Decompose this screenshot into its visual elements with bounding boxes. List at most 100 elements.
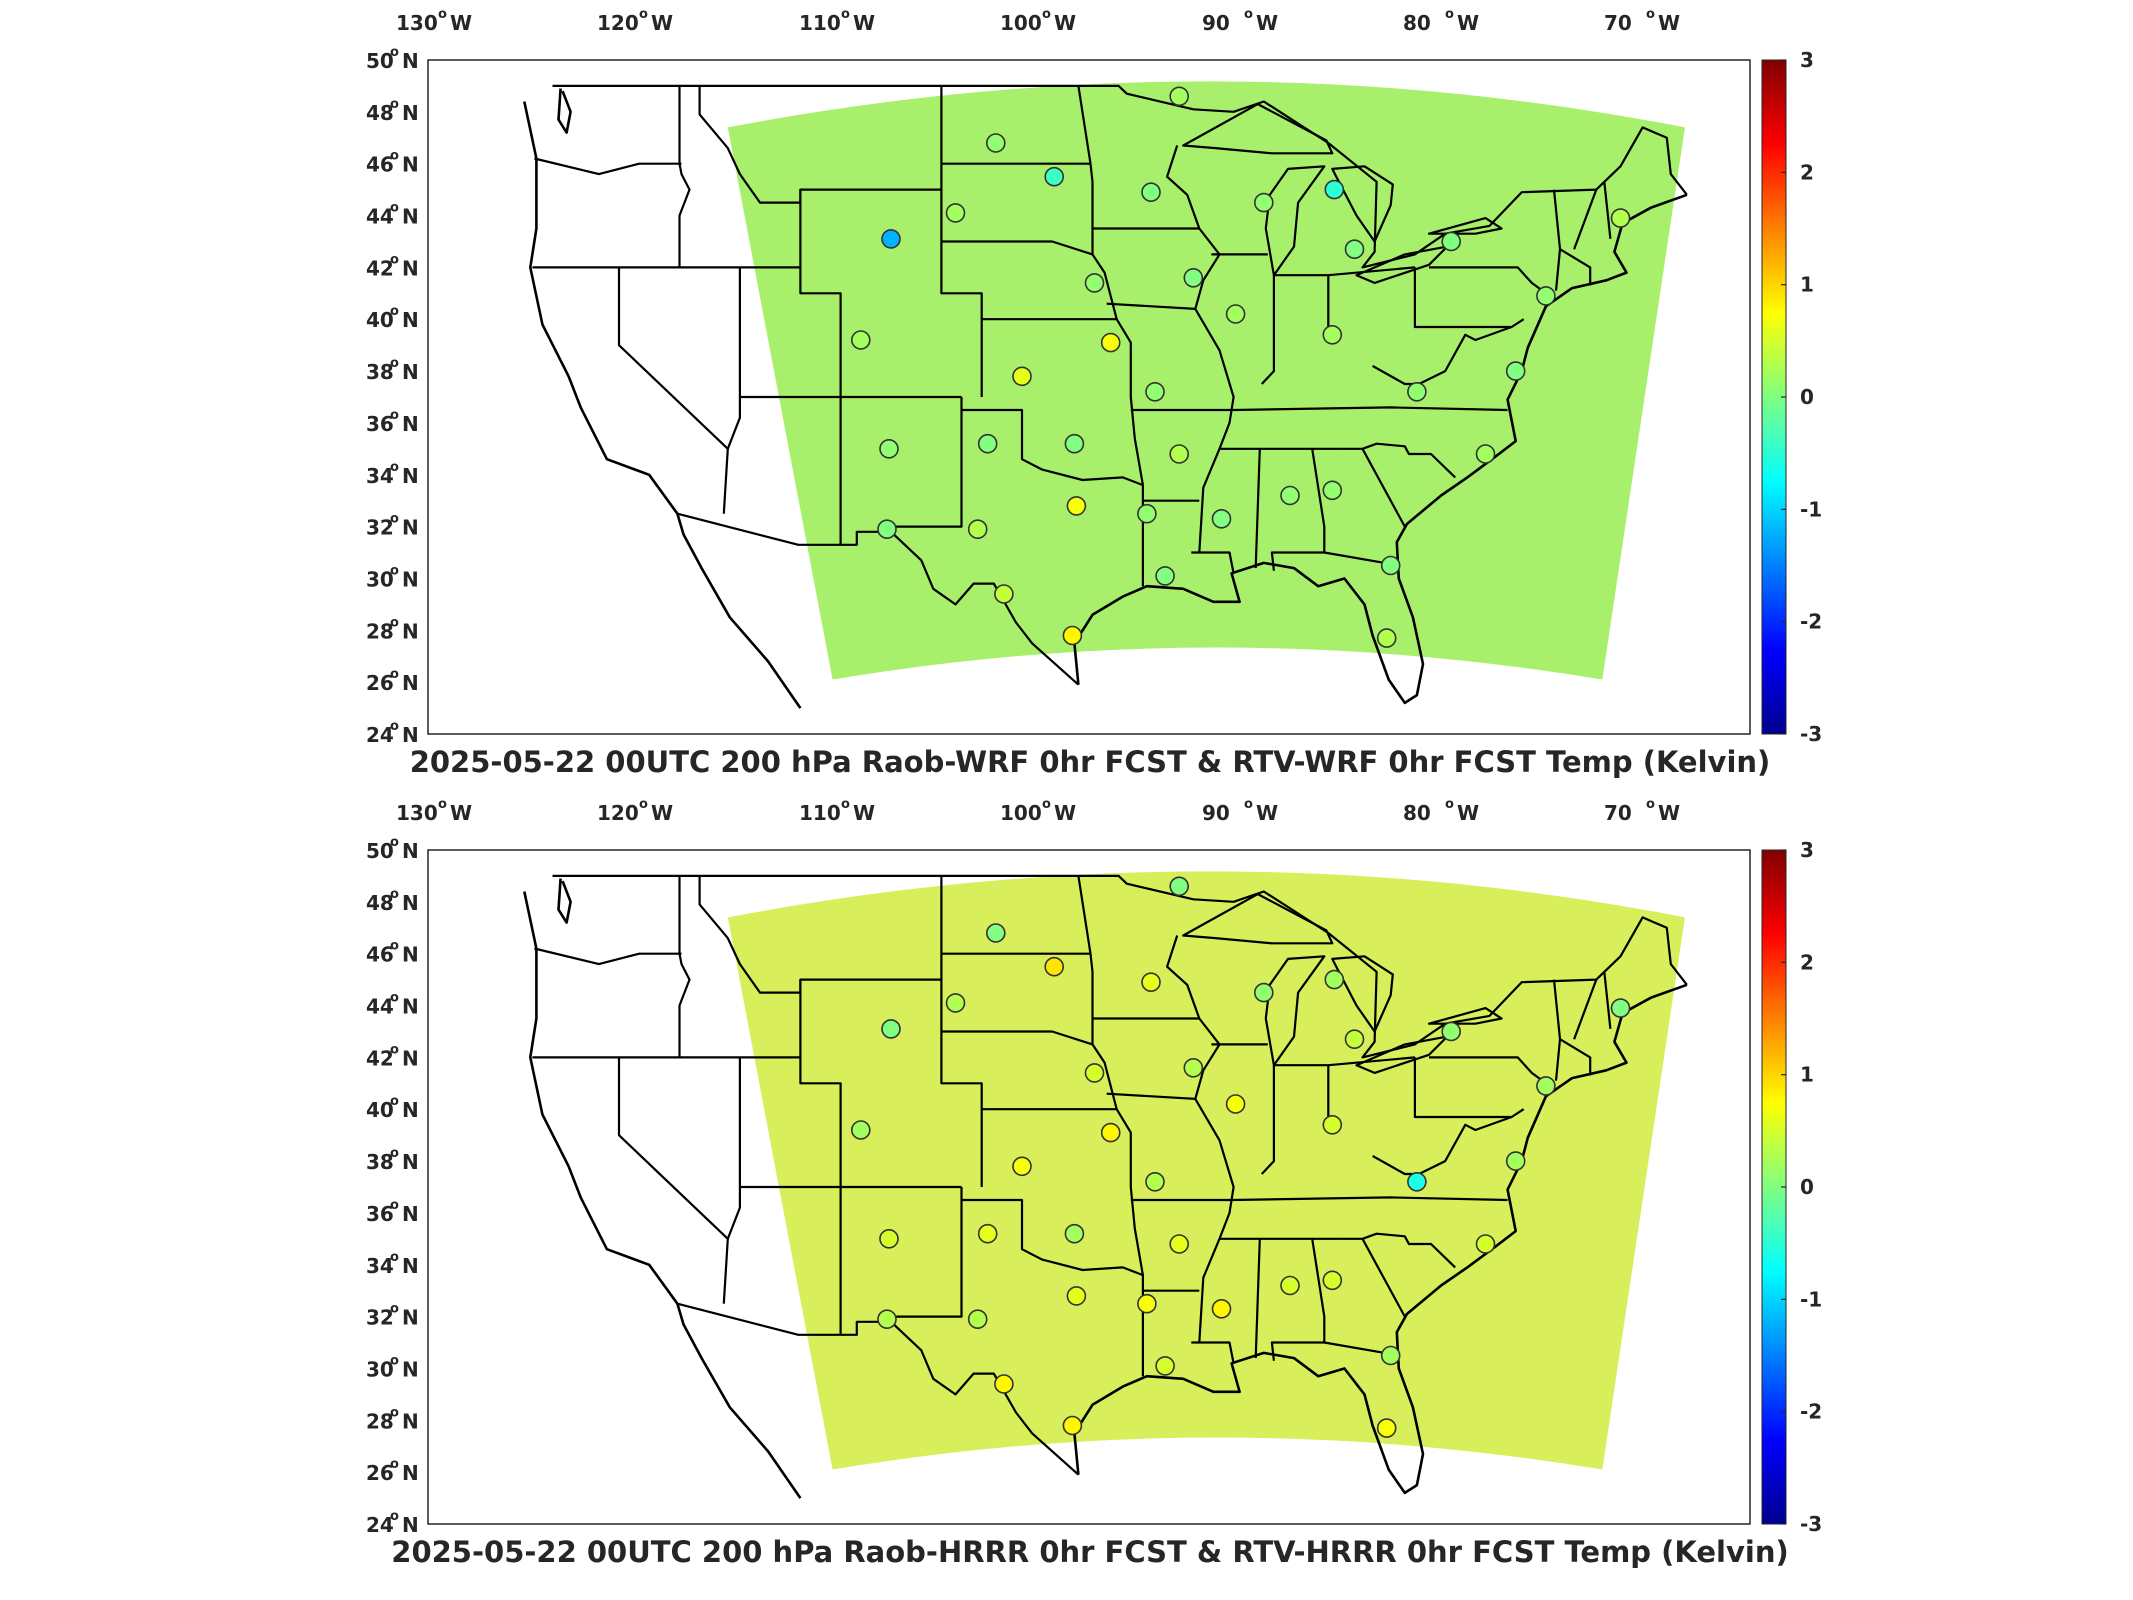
colorbar-tick-label: -2 bbox=[1800, 610, 1822, 634]
latitude-hemisphere-label: N bbox=[402, 49, 419, 73]
map-axes-frame bbox=[427, 59, 1751, 735]
latitude-hemisphere-label: N bbox=[402, 1409, 419, 1433]
degree-symbol: o bbox=[390, 1509, 399, 1524]
latitude-tick-label: 42 bbox=[366, 256, 394, 280]
raob-station-marker bbox=[945, 993, 966, 1013]
raob-station-marker bbox=[1211, 1299, 1232, 1319]
state-border bbox=[1573, 189, 1598, 250]
state-border bbox=[1233, 406, 1508, 412]
west-coastline bbox=[523, 891, 802, 1499]
raob-station-marker bbox=[1380, 555, 1401, 576]
raob-station-marker bbox=[1183, 267, 1204, 288]
latitude-hemisphere-label: N bbox=[402, 839, 419, 863]
degree-symbol: o bbox=[390, 1198, 399, 1213]
state-border bbox=[722, 267, 741, 514]
longitude-tick-label: 130 bbox=[396, 801, 438, 825]
state-border bbox=[1260, 275, 1275, 385]
state-border bbox=[534, 157, 682, 176]
degree-symbol: o bbox=[390, 1353, 399, 1368]
degree-symbol: o bbox=[438, 797, 447, 812]
raob-station-marker bbox=[1183, 1058, 1204, 1078]
analysis-field bbox=[727, 871, 1685, 1470]
state-border bbox=[1194, 308, 1235, 553]
degree-symbol: o bbox=[390, 408, 399, 423]
raob-station-marker bbox=[1084, 1063, 1105, 1083]
west-coastline bbox=[523, 101, 802, 709]
raob-station-marker bbox=[1169, 876, 1189, 897]
raob-station-marker bbox=[850, 1120, 871, 1140]
longitude-tick-label: 100 bbox=[1000, 801, 1042, 825]
latitude-tick-label: 30 bbox=[366, 1357, 394, 1381]
raob-station-marker bbox=[1012, 366, 1032, 387]
raob-station-marker bbox=[1280, 1275, 1300, 1296]
raob-station-marker bbox=[1064, 1223, 1085, 1244]
longitude-hemisphere-label: W bbox=[1457, 801, 1479, 825]
raob-station-marker bbox=[1145, 1172, 1165, 1192]
degree-symbol: o bbox=[390, 252, 399, 267]
state-border bbox=[1233, 1196, 1508, 1202]
longitude-tick-label: 90 bbox=[1202, 11, 1230, 35]
latitude-tick-label: 44 bbox=[366, 205, 394, 229]
degree-symbol: o bbox=[1646, 7, 1655, 22]
state-border bbox=[617, 267, 729, 450]
longitude-tick-label: 80 bbox=[1403, 801, 1431, 825]
colorbar-tick-label: -2 bbox=[1800, 1400, 1822, 1424]
great-lake-outline bbox=[1355, 1035, 1449, 1074]
latitude-hemisphere-label: N bbox=[402, 205, 419, 229]
raob-station-marker bbox=[879, 1229, 899, 1249]
raob-station-marker bbox=[985, 923, 1006, 943]
latitude-hemisphere-label: N bbox=[402, 1098, 419, 1122]
raob-station-marker bbox=[945, 203, 966, 223]
latitude-hemisphere-label: N bbox=[402, 308, 419, 332]
raob-station-marker bbox=[977, 1223, 998, 1244]
latitude-hemisphere-label: N bbox=[402, 1306, 419, 1330]
colorbar-tick-label: 3 bbox=[1800, 48, 1814, 72]
degree-symbol: o bbox=[1042, 7, 1051, 22]
raob-station-marker bbox=[967, 1309, 988, 1329]
raob-station-marker bbox=[1100, 1122, 1121, 1143]
degree-symbol: o bbox=[390, 1042, 399, 1057]
raob-station-marker bbox=[977, 433, 998, 454]
state-border bbox=[1573, 979, 1598, 1040]
latitude-tick-label: 32 bbox=[366, 1306, 394, 1330]
latitude-tick-label: 28 bbox=[366, 1409, 394, 1433]
panel-title: 2025-05-22 00UTC 200 hPa Raob-WRF 0hr FC… bbox=[410, 745, 1771, 779]
latitude-hemisphere-label: N bbox=[402, 516, 419, 540]
latitude-hemisphere-label: N bbox=[402, 464, 419, 488]
raob-station-marker bbox=[881, 229, 901, 249]
latitude-tick-label: 24 bbox=[366, 1513, 394, 1537]
degree-symbol: o bbox=[390, 1302, 399, 1317]
degree-symbol: o bbox=[639, 797, 648, 812]
longitude-tick-label: 130 bbox=[396, 11, 438, 35]
degree-symbol: o bbox=[841, 7, 850, 22]
mexico-border bbox=[677, 1302, 1080, 1476]
state-border bbox=[1260, 1065, 1275, 1175]
raob-station-marker bbox=[1536, 1076, 1556, 1096]
great-lake-outline bbox=[1264, 165, 1326, 277]
latitude-hemisphere-label: N bbox=[402, 1202, 419, 1226]
longitude-tick-label: 110 bbox=[799, 801, 841, 825]
latitude-tick-label: 34 bbox=[366, 464, 394, 488]
degree-symbol: o bbox=[390, 615, 399, 630]
latitude-tick-label: 50 bbox=[366, 839, 394, 863]
degree-symbol: o bbox=[390, 667, 399, 682]
state-border bbox=[1372, 325, 1512, 386]
degree-symbol: o bbox=[390, 1250, 399, 1265]
state-border bbox=[1559, 248, 1592, 286]
longitude-hemisphere-label: W bbox=[1658, 801, 1680, 825]
state-border bbox=[534, 947, 682, 966]
raob-station-marker bbox=[1169, 444, 1189, 464]
great-lake-outline bbox=[1182, 103, 1334, 155]
latitude-hemisphere-label: N bbox=[402, 943, 419, 967]
latitude-tick-label: 36 bbox=[366, 412, 394, 436]
colorbar-tick-label: 0 bbox=[1800, 1175, 1814, 1199]
raob-station-marker bbox=[1141, 182, 1161, 202]
raob-station-marker bbox=[967, 519, 988, 540]
longitude-hemisphere-label: W bbox=[651, 11, 673, 35]
state-border bbox=[1413, 267, 1525, 329]
raob-station-marker bbox=[879, 438, 899, 459]
gulf-atlantic-coastline bbox=[1073, 983, 1688, 1495]
latitude-hemisphere-label: N bbox=[402, 1046, 419, 1070]
